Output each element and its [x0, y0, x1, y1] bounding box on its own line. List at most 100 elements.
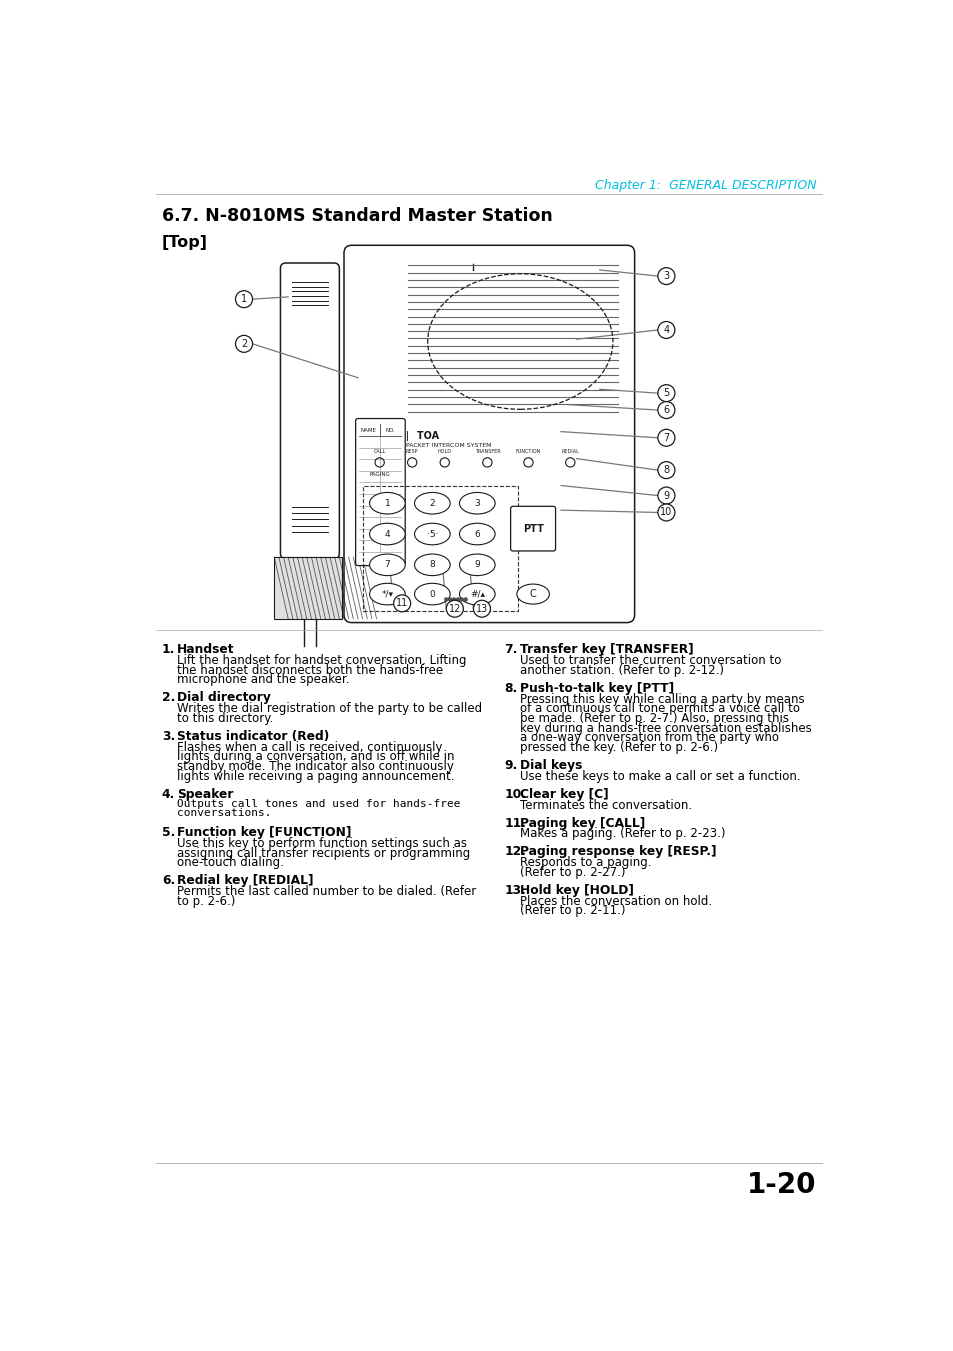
Text: 5: 5: [662, 388, 669, 399]
Text: 1: 1: [241, 295, 247, 304]
Text: to this directory.: to this directory.: [177, 712, 274, 725]
Text: 1.: 1.: [162, 643, 175, 657]
FancyBboxPatch shape: [344, 246, 634, 623]
Text: 13.: 13.: [504, 884, 526, 897]
Text: PACKET INTERCOM SYSTEM: PACKET INTERCOM SYSTEM: [406, 443, 491, 449]
Text: 3: 3: [474, 499, 479, 508]
Text: Places the conversation on hold.: Places the conversation on hold.: [519, 894, 711, 908]
Ellipse shape: [415, 493, 450, 513]
Text: (Refer to p. 2-11.): (Refer to p. 2-11.): [519, 904, 625, 917]
Text: Lift the handset for handset conversation. Lifting: Lift the handset for handset conversatio…: [177, 654, 466, 667]
Text: Dial directory: Dial directory: [177, 692, 271, 704]
Text: assigning call transfer recipients or programming: assigning call transfer recipients or pr…: [177, 847, 470, 859]
Text: 6.: 6.: [162, 874, 175, 888]
Text: 12.: 12.: [504, 846, 526, 858]
Text: Flashes when a call is received, continuously: Flashes when a call is received, continu…: [177, 740, 442, 754]
Text: 11.: 11.: [504, 816, 526, 830]
Text: Chapter 1:  GENERAL DESCRIPTION: Chapter 1: GENERAL DESCRIPTION: [595, 178, 816, 192]
FancyBboxPatch shape: [280, 263, 339, 559]
Text: 0: 0: [429, 589, 435, 598]
Text: microphone and the speaker.: microphone and the speaker.: [177, 673, 350, 686]
Text: to p. 2-6.): to p. 2-6.): [177, 894, 235, 908]
Text: 2.: 2.: [162, 692, 175, 704]
Text: 13: 13: [476, 604, 488, 613]
Text: TRANSFER: TRANSFER: [474, 449, 499, 454]
Circle shape: [658, 504, 674, 521]
Text: [Top]: [Top]: [162, 235, 208, 250]
Text: PTT: PTT: [522, 524, 543, 534]
Text: Use this key to perform function settings such as: Use this key to perform function setting…: [177, 838, 467, 850]
Text: ▏ TOA: ▏ TOA: [406, 431, 438, 442]
FancyBboxPatch shape: [510, 507, 555, 551]
Text: key during a hands-free conversation establishes: key during a hands-free conversation est…: [519, 721, 811, 735]
Text: Paging response key [RESP.]: Paging response key [RESP.]: [519, 846, 716, 858]
Text: C: C: [529, 589, 536, 598]
Circle shape: [444, 597, 448, 601]
Text: Permits the last called number to be dialed. (Refer: Permits the last called number to be dia…: [177, 885, 476, 898]
Text: 7: 7: [662, 432, 669, 443]
Circle shape: [452, 597, 456, 601]
Circle shape: [459, 597, 463, 601]
Text: Speaker: Speaker: [177, 788, 233, 801]
Text: */▾: */▾: [381, 589, 393, 598]
Text: Redial key [REDIAL]: Redial key [REDIAL]: [177, 874, 314, 888]
Bar: [274, 557, 341, 619]
Ellipse shape: [369, 493, 405, 513]
Text: 9.: 9.: [504, 759, 517, 771]
Text: 8: 8: [662, 465, 669, 476]
Ellipse shape: [369, 523, 405, 544]
Text: 3: 3: [662, 272, 669, 281]
Text: RESP: RESP: [406, 449, 418, 454]
Text: 8: 8: [429, 561, 435, 569]
Circle shape: [446, 600, 463, 617]
Text: ·5·: ·5·: [426, 530, 437, 539]
Circle shape: [658, 488, 674, 504]
Text: 1-20: 1-20: [746, 1171, 816, 1198]
Text: 11: 11: [395, 598, 408, 608]
Circle shape: [394, 594, 410, 612]
Text: Pressing this key while calling a party by means: Pressing this key while calling a party …: [519, 693, 803, 705]
Bar: [362, 486, 517, 611]
Text: Clear key [C]: Clear key [C]: [519, 788, 608, 801]
Text: 7.: 7.: [504, 643, 517, 657]
Circle shape: [473, 600, 490, 617]
Circle shape: [463, 597, 467, 601]
Text: 2: 2: [429, 499, 435, 508]
Text: conversations.: conversations.: [177, 808, 272, 819]
Text: 9: 9: [662, 490, 669, 500]
Text: 4: 4: [662, 326, 669, 335]
Text: (Refer to p. 2-27.): (Refer to p. 2-27.): [519, 866, 625, 880]
Ellipse shape: [459, 554, 495, 576]
Text: Responds to a paging.: Responds to a paging.: [519, 857, 651, 869]
Text: Transfer key [TRANSFER]: Transfer key [TRANSFER]: [519, 643, 693, 657]
Text: FUNCTION: FUNCTION: [516, 449, 540, 454]
Text: Makes a paging. (Refer to p. 2-23.): Makes a paging. (Refer to p. 2-23.): [519, 827, 724, 840]
Text: Push-to-talk key [PTT]: Push-to-talk key [PTT]: [519, 682, 674, 694]
Text: #/▴: #/▴: [469, 589, 484, 598]
FancyBboxPatch shape: [355, 419, 405, 566]
Text: lights while receiving a paging announcement.: lights while receiving a paging announce…: [177, 770, 455, 782]
Text: NAME: NAME: [360, 427, 376, 432]
Circle shape: [658, 322, 674, 339]
Text: HOLD: HOLD: [437, 449, 452, 454]
Text: 10.: 10.: [504, 788, 526, 801]
Text: Status indicator (Red): Status indicator (Red): [177, 730, 330, 743]
Text: 1: 1: [384, 499, 390, 508]
Text: Outputs call tones and used for hands-free: Outputs call tones and used for hands-fr…: [177, 798, 460, 808]
Text: Use these keys to make a call or set a function.: Use these keys to make a call or set a f…: [519, 770, 800, 782]
Text: 12: 12: [448, 604, 460, 613]
Ellipse shape: [459, 584, 495, 605]
Text: 4: 4: [384, 530, 390, 539]
Text: be made. (Refer to p. 2-7.) Also, pressing this: be made. (Refer to p. 2-7.) Also, pressi…: [519, 712, 788, 725]
Circle shape: [448, 597, 452, 601]
Text: one-touch dialing.: one-touch dialing.: [177, 857, 284, 869]
Text: 8.: 8.: [504, 682, 517, 694]
Text: 7: 7: [384, 561, 390, 569]
Circle shape: [658, 267, 674, 285]
Text: Writes the dial registration of the party to be called: Writes the dial registration of the part…: [177, 703, 482, 715]
Circle shape: [658, 430, 674, 446]
Circle shape: [235, 290, 253, 308]
Text: 9: 9: [474, 561, 479, 569]
Text: Used to transfer the current conversation to: Used to transfer the current conversatio…: [519, 654, 781, 667]
Text: 2: 2: [241, 339, 247, 349]
